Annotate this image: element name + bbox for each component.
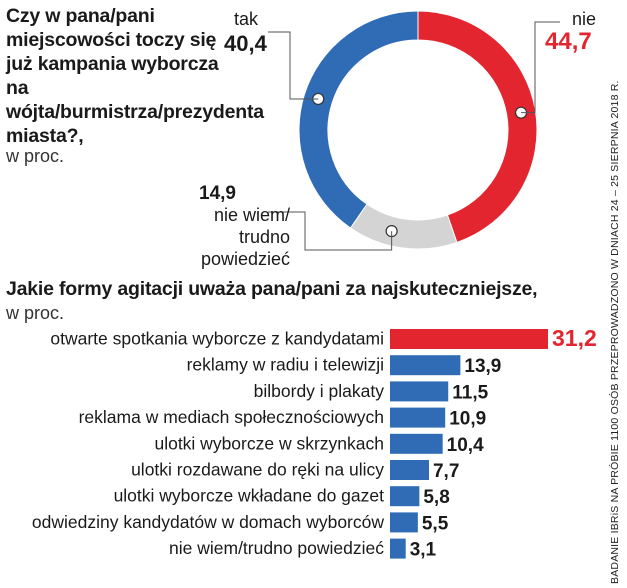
slice-label-nie: nie: [572, 9, 597, 29]
bar-category-label: bilbordy i plakaty: [254, 381, 385, 401]
bar-value-label: 31,2: [552, 325, 597, 351]
bar-category-label: ulotki wyborcze w skrzynkach: [154, 433, 384, 453]
bar-category-label: otwarte spotkania wyborcze z kandydatami: [50, 329, 384, 349]
donut-chart-title: Czy w pana/pani miejscowości toczy się j…: [6, 5, 264, 147]
bar: [390, 355, 461, 376]
bar-value-label: 10,9: [449, 409, 486, 430]
bar-category-label: nie wiem/trudno powiedzieć: [169, 538, 384, 558]
slice-tak: [298, 10, 419, 229]
bar-value-label: 7,7: [433, 461, 459, 482]
bar-value-label: 5,8: [423, 487, 449, 508]
bar-category-label: reklamy w radiu i telewizji: [187, 355, 384, 375]
bar-value-label: 5,5: [422, 513, 449, 534]
bar: [390, 538, 406, 559]
bar-value-label: 10,4: [447, 435, 484, 456]
bar-category-label: ulotki wyborcze wkładane do gazet: [114, 486, 385, 506]
slice-value-tak: 40,4: [224, 31, 267, 56]
bar-value-label: 11,5: [452, 382, 488, 403]
leader-line-tak: [268, 31, 319, 100]
bar-value-label: 13,9: [464, 356, 501, 377]
donut-chart-unit: w proc.: [6, 146, 65, 166]
bar-category-label: reklama w mediach społecznościowych: [79, 407, 384, 427]
bar: [390, 381, 449, 402]
slice-nie: [417, 10, 538, 244]
slice-label-nie-wiem: nie wiem/ trudno powiedzieć: [200, 205, 290, 269]
slice-value-nie-wiem: 14,9: [199, 183, 236, 204]
leader-line-nie-wiem: [268, 211, 393, 251]
bar-chart-unit: w proc.: [6, 303, 65, 323]
bar: [390, 512, 418, 533]
donut-chart: [268, 10, 560, 251]
slice-label-tak: tak: [234, 9, 259, 29]
bar: [390, 460, 429, 480]
bar-category-label: ulotki rozdawane do ręki na ulicy: [131, 460, 384, 480]
slice-value-nie: 44,7: [545, 28, 592, 55]
source-note: BADANIE IBRiS NA PRÓBIE 1100 OSÓB PRZEPR…: [609, 80, 621, 584]
bar: [390, 486, 420, 507]
bar-category-label: odwiedziny kandydatów w domach wyborców: [32, 512, 384, 532]
bar-chart-title: Jakie formy agitacji uważa pana/pani za …: [6, 278, 538, 300]
bar-value-label: 3,1: [410, 540, 437, 561]
leader-line-nie: [521, 21, 560, 114]
bar: [390, 407, 446, 428]
bar: [390, 329, 548, 349]
bar: [390, 433, 443, 454]
